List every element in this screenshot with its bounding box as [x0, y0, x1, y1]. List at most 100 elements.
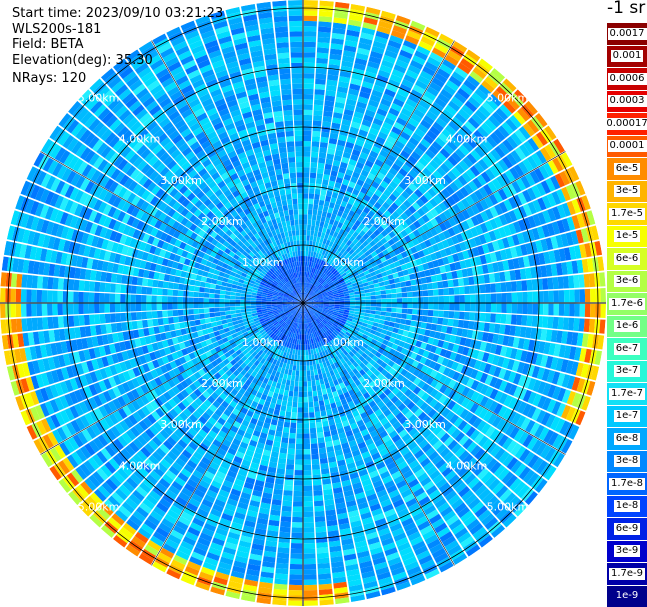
gate-cell — [306, 295, 311, 300]
gate-cell — [401, 78, 414, 89]
gate-cell — [275, 473, 285, 480]
gate-cell — [392, 219, 401, 228]
gate-cell — [306, 240, 310, 246]
gate-cell — [327, 293, 334, 297]
gate-cell — [289, 385, 295, 392]
gate-cell — [336, 258, 342, 265]
gate-cell — [343, 207, 351, 215]
gate-cell — [436, 152, 447, 163]
gate-cell — [305, 294, 310, 299]
gate-cell — [370, 251, 378, 258]
gate-cell — [337, 171, 345, 179]
gate-cell — [427, 261, 435, 269]
gate-cell — [304, 276, 306, 283]
gate-cell — [289, 432, 296, 439]
gate-cell — [303, 355, 306, 361]
gate-cell — [502, 78, 517, 92]
gate-cell — [322, 293, 328, 297]
gate-cell — [415, 198, 425, 208]
gate-cell — [406, 30, 422, 41]
gate-cell — [346, 239, 353, 247]
gate-cell — [399, 203, 408, 212]
gate-cell — [511, 180, 522, 194]
gate-cell — [328, 137, 338, 145]
gate-cell — [573, 318, 580, 332]
gate-cell — [337, 290, 344, 294]
gate-cell — [380, 237, 388, 245]
gate-cell — [439, 177, 449, 188]
gate-cell — [439, 249, 447, 258]
gate-cell — [363, 76, 375, 85]
gate-cell — [388, 278, 395, 285]
gate-cell — [452, 278, 459, 287]
gate-cell — [350, 279, 357, 285]
gate-cell — [423, 296, 429, 303]
gate-cell — [293, 386, 299, 392]
gate-cell — [303, 135, 312, 142]
gate-cell — [425, 149, 436, 159]
gate-cell — [288, 443, 296, 450]
gate-cell — [276, 468, 286, 475]
gate-cell — [318, 199, 325, 206]
gate-cell — [334, 237, 340, 245]
gate-cell — [544, 125, 557, 141]
gate-cell — [336, 233, 342, 240]
gate-cell — [428, 174, 439, 184]
gate-cell — [303, 188, 309, 194]
gate-cell — [309, 278, 313, 284]
gate-cell — [315, 241, 320, 248]
gate-cell — [435, 181, 445, 191]
gate-cell — [536, 226, 546, 239]
gate-cell — [485, 97, 499, 111]
gate-cell — [287, 453, 295, 460]
gate-cell — [278, 457, 287, 465]
gate-cell — [448, 217, 457, 227]
gate-cell — [355, 139, 365, 147]
gate-cell — [422, 167, 432, 178]
gate-cell — [322, 292, 328, 296]
gate-cell — [410, 113, 422, 124]
gate-cell — [517, 107, 530, 122]
gate-cell — [330, 236, 337, 243]
gate-cell — [313, 199, 320, 205]
gate-cell — [367, 155, 377, 164]
gate-cell — [372, 265, 380, 271]
gate-cell — [303, 114, 313, 121]
gate-cell — [551, 191, 562, 205]
gate-cell — [354, 305, 361, 309]
gate-cell — [360, 169, 370, 178]
gate-cell — [314, 505, 325, 512]
gate-cell — [324, 100, 335, 107]
gate-cell — [345, 202, 353, 210]
gate-cell — [354, 308, 361, 312]
gate-cell — [316, 236, 321, 243]
gate-cell — [498, 201, 508, 214]
gate-cell — [407, 93, 420, 104]
gate-cell — [491, 240, 500, 252]
gate-cell — [327, 280, 333, 285]
gate-cell — [387, 274, 394, 280]
gate-cell — [365, 306, 371, 310]
gate-cell — [310, 251, 314, 257]
gate-cell — [329, 218, 335, 225]
gate-cell — [541, 224, 551, 238]
gate-cell — [363, 206, 371, 215]
gate-cell — [351, 260, 358, 266]
gate-cell — [297, 354, 301, 361]
gate-cell — [347, 93, 358, 101]
gate-cell — [320, 463, 329, 470]
gate-cell — [428, 303, 434, 310]
gate-cell — [288, 390, 294, 397]
gate-cell — [336, 91, 347, 99]
gate-cell — [313, 257, 318, 264]
gate-cell — [310, 167, 317, 174]
gate-cell — [323, 296, 329, 299]
gate-cell — [521, 231, 530, 243]
gate-cell — [365, 273, 372, 279]
gate-cell — [387, 153, 397, 163]
gate-cell — [303, 182, 309, 189]
gate-cell — [308, 349, 312, 355]
gate-cell — [315, 290, 321, 295]
gate-cell — [427, 188, 437, 198]
gate-cell — [292, 396, 298, 403]
